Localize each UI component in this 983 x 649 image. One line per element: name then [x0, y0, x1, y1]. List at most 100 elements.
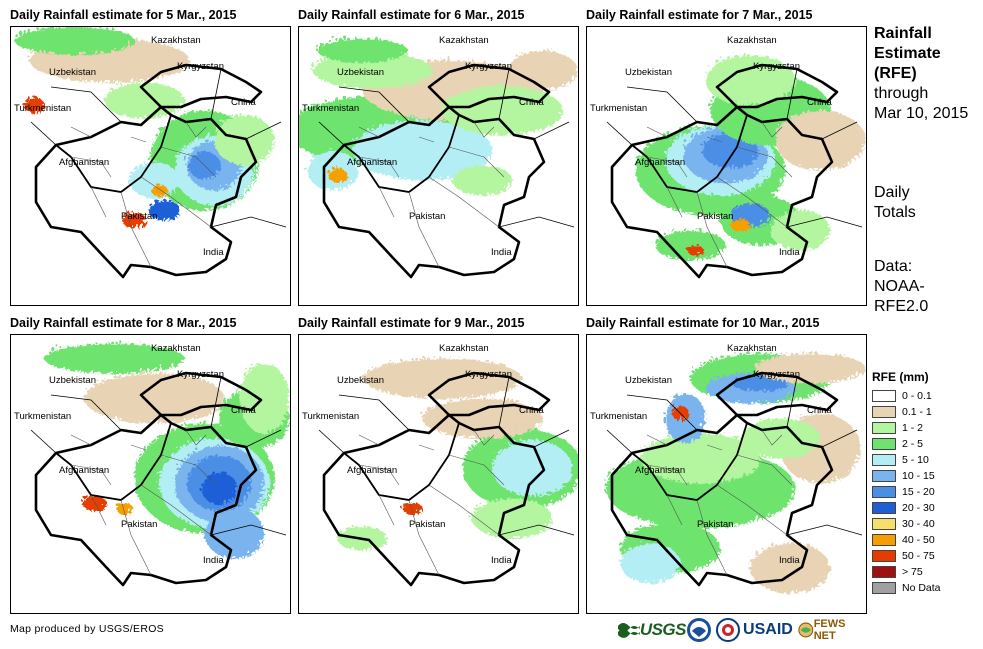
note-line: Data:	[874, 258, 913, 275]
panel-title: Daily Rainfall estimate for 8 Mar., 2015	[10, 316, 237, 330]
rainfall-area	[617, 540, 677, 580]
map-panel-mar-9: Daily Rainfall estimate for 9 Mar., 2015…	[298, 316, 583, 614]
country-labels: Kazakhstan Kyrgyzstan Uzbekistan Turkmenist…	[590, 343, 833, 566]
rainfall-area	[399, 499, 419, 511]
country-labels: Kazakhstan Kyrgyzstan Uzbekistan Turkmenist…	[302, 343, 545, 566]
map-panel-mar-7: Daily Rainfall estimate for 7 Mar., 2015…	[586, 8, 871, 306]
rainfall-layer	[334, 355, 578, 547]
rainfall-map: Kazakhstan Kyrgyzstan Uzbekistan Turkmenist…	[299, 335, 578, 613]
legend-label: 10 - 15	[902, 470, 935, 482]
country-label-kazakhstan: Kazakhstan	[439, 35, 489, 46]
country-labels: Kazakhstan Kyrgyzstan Uzbekistan Turkmenist…	[14, 343, 257, 566]
rainfall-area	[359, 355, 519, 395]
fewsnet-wordmark: FEWS NET	[813, 618, 846, 642]
map-panel-mar-5: Daily Rainfall estimate for 5 Mar., 2015…	[10, 8, 295, 306]
map-panel-mar-6: Daily Rainfall estimate for 6 Mar., 2015…	[298, 8, 583, 306]
country-label-china: China	[231, 97, 257, 108]
country-label-india: India	[491, 247, 512, 258]
country-label-turkmenistan: Turkmenistan	[14, 411, 71, 422]
title-line: Estimate	[874, 45, 941, 62]
country-borders	[606, 63, 863, 279]
map-frame: Kazakhstan Kyrgyzstan Uzbekistan Turkmenist…	[586, 334, 867, 614]
legend-swatch	[872, 470, 896, 482]
note-line: Daily	[874, 184, 910, 201]
title-line: Mar 10, 2015	[874, 105, 969, 122]
country-labels: Kazakhstan Kyrgyzstan Uzbekistan Turkmenist…	[302, 35, 545, 258]
legend-swatch	[872, 406, 896, 418]
legend-item: 10 - 15	[872, 468, 972, 484]
country-label-uzbekistan: Uzbekistan	[625, 375, 672, 386]
note-line: RFE2.0	[874, 298, 929, 315]
country-borders	[30, 371, 287, 587]
legend-label: 2 - 5	[902, 438, 924, 450]
rainfall-area	[637, 430, 757, 480]
country-label-uzbekistan: Uzbekistan	[337, 67, 384, 78]
country-label-kyrgyzstan: Kyrgyzstan	[753, 369, 800, 380]
rainfall-map: Kazakhstan Kyrgyzstan Uzbekistan Turkmenist…	[11, 335, 290, 613]
legend-item: > 75	[872, 564, 972, 580]
country-label-uzbekistan: Uzbekistan	[49, 375, 96, 386]
noaa-logo	[686, 617, 716, 643]
title-line: (RFE)	[874, 65, 917, 82]
rainfall-area	[324, 165, 344, 179]
country-borders	[606, 371, 863, 587]
rainfall-area	[489, 437, 569, 493]
fewsnet-logo: FEWS NET	[798, 617, 863, 643]
country-label-pakistan: Pakistan	[697, 211, 733, 222]
country-label-pakistan: Pakistan	[409, 211, 445, 222]
legend-swatch	[872, 390, 896, 402]
country-label-kazakhstan: Kazakhstan	[727, 343, 777, 354]
country-label-uzbekistan: Uzbekistan	[49, 67, 96, 78]
rainfall-area	[309, 49, 429, 85]
country-label-china: China	[519, 405, 545, 416]
rainfall-area	[21, 94, 41, 110]
agency-logos: USGS USAID FEWS NET	[618, 616, 863, 644]
rainfall-area	[469, 495, 549, 535]
country-label-pakistan: Pakistan	[121, 211, 157, 222]
country-label-india: India	[779, 555, 800, 566]
country-label-china: China	[231, 405, 257, 416]
usaid-wordmark: USAID	[743, 621, 793, 638]
rainfall-area	[145, 197, 177, 217]
rainfall-layer	[602, 350, 862, 590]
country-label-india: India	[779, 247, 800, 258]
country-label-india: India	[203, 555, 224, 566]
legend-swatch	[872, 438, 896, 450]
usgs-wordmark: USGS	[639, 620, 687, 639]
legend-label: > 75	[902, 566, 923, 578]
legend-item: 5 - 10	[872, 452, 972, 468]
map-title-block: Rainfall Estimate (RFE) through Mar 10, …	[874, 24, 968, 124]
legend-swatch	[872, 502, 896, 514]
legend-label: No Data	[902, 582, 941, 594]
rainfall-area	[81, 370, 221, 420]
country-label-kyrgyzstan: Kyrgyzstan	[465, 369, 512, 380]
note-line: NOAA-	[874, 278, 925, 295]
rainfall-area	[314, 35, 404, 59]
country-label-afghanistan: Afghanistan	[59, 465, 109, 476]
legend-swatch	[872, 518, 896, 530]
map-frame: Kazakhstan Kyrgyzstan Uzbekistan Turkmenist…	[586, 26, 867, 306]
rainfall-area	[702, 52, 792, 102]
rainfall-map: Kazakhstan Kyrgyzstan Uzbekistan Turkmenist…	[587, 27, 866, 305]
country-label-afghanistan: Afghanistan	[635, 157, 685, 168]
rainfall-map: Kazakhstan Kyrgyzstan Uzbekistan Turkmenist…	[11, 27, 290, 305]
rfe-legend: RFE (mm) 0 - 0.1 0.1 - 1 1 - 2 2 - 5 5 - 10 1…	[872, 370, 972, 596]
rainfall-area	[684, 242, 700, 252]
map-frame: Kazakhstan Kyrgyzstan Uzbekistan Turkmenist…	[298, 334, 579, 614]
legend-swatch	[872, 582, 896, 594]
map-frame: Kazakhstan Kyrgyzstan Uzbekistan Turkmenist…	[10, 334, 291, 614]
legend-label: 40 - 50	[902, 534, 935, 546]
country-label-kyrgyzstan: Kyrgyzstan	[465, 61, 512, 72]
legend-title: RFE (mm)	[872, 370, 929, 384]
panel-title: Daily Rainfall estimate for 6 Mar., 2015	[298, 8, 525, 22]
rainfall-map: Kazakhstan Kyrgyzstan Uzbekistan Turkmenist…	[299, 27, 578, 305]
map-credit: Map produced by USGS/EROS	[10, 623, 164, 635]
country-label-kazakhstan: Kazakhstan	[727, 35, 777, 46]
legend-item: 0 - 0.1	[872, 388, 972, 404]
seal-icon	[715, 618, 740, 642]
country-label-kazakhstan: Kazakhstan	[151, 343, 201, 354]
country-label-uzbekistan: Uzbekistan	[625, 67, 672, 78]
legend-swatch	[872, 566, 896, 578]
country-label-afghanistan: Afghanistan	[635, 465, 685, 476]
map-panel-mar-10: Daily Rainfall estimate for 10 Mar., 201…	[586, 316, 871, 614]
